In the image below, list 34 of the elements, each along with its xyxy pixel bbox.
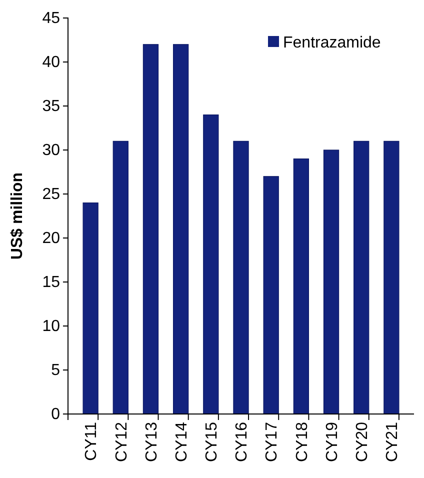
y-tick-label: 40 (42, 54, 60, 72)
y-tick-label: 35 (42, 98, 60, 116)
y-tick-label: 25 (42, 186, 60, 204)
x-tick-label: CY11 (83, 422, 100, 461)
x-tick-label: CY14 (173, 422, 190, 462)
y-tick-label: 0 (51, 406, 60, 424)
bar (323, 150, 340, 414)
bar (142, 44, 159, 414)
bar (112, 140, 128, 414)
x-tick-label: CY18 (294, 422, 311, 462)
bar (233, 140, 249, 414)
bar (203, 114, 219, 414)
x-tick-label: CY19 (324, 422, 341, 462)
x-tick-label: CY13 (143, 422, 160, 462)
x-tick-label: CY12 (113, 422, 130, 462)
y-tick-label: 15 (42, 274, 60, 292)
bar (173, 44, 189, 414)
legend-label: Fentrazamide (283, 34, 381, 52)
x-tick-label: CY20 (354, 422, 371, 462)
y-tick-label: 20 (42, 230, 60, 248)
x-tick-label: CY15 (204, 422, 221, 462)
bar (354, 140, 370, 414)
y-tick-label: 45 (42, 10, 60, 28)
bar (293, 158, 309, 414)
y-axis-title: US$ million (9, 172, 26, 260)
bar (82, 202, 98, 414)
x-tick-label: CY16 (234, 422, 251, 462)
bar (263, 176, 279, 414)
y-tick-label: 30 (42, 142, 60, 160)
x-tick-label: CY21 (384, 422, 402, 462)
y-tick-label: 10 (42, 318, 60, 336)
x-tick-label: CY17 (264, 422, 281, 462)
bar (384, 140, 400, 414)
y-tick-label: 5 (51, 362, 60, 380)
